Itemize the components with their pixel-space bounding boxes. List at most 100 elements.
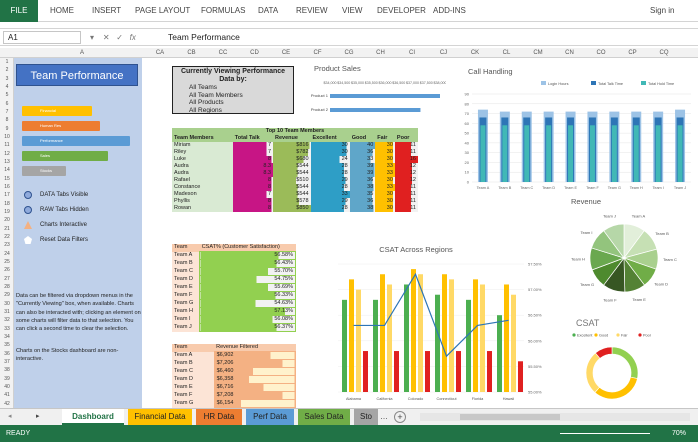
table-row[interactable]: Team B $7,206 [172, 359, 297, 368]
table-row[interactable]: Team C $6,460 [172, 367, 297, 376]
bar[interactable] [449, 279, 454, 392]
zoom-level[interactable]: 70% [672, 430, 687, 437]
table-row[interactable]: Madeson 7 $544 33 35 30 11 [172, 191, 418, 198]
bar[interactable] [373, 299, 378, 392]
bar[interactable] [589, 125, 595, 182]
column-header[interactable]: CQ [659, 50, 669, 56]
row-header[interactable]: 22 [4, 233, 10, 240]
bar[interactable] [425, 351, 430, 392]
nav-button-sales[interactable]: Sales [22, 151, 108, 161]
csat-donut-chart[interactable]: CSAT Excellent Good Fair Poor [554, 310, 684, 408]
column-header[interactable]: CE [281, 50, 291, 56]
nav-button-financial[interactable]: Financial [22, 106, 92, 116]
table-row[interactable]: Team D 54.75% [172, 275, 296, 284]
bar[interactable] [356, 289, 361, 392]
column-header[interactable]: CM [533, 50, 543, 56]
table-row[interactable]: Team F 56.33% [172, 291, 296, 300]
bar[interactable] [677, 125, 683, 182]
table-row[interactable]: Team E $6,716 [172, 383, 297, 392]
column-header[interactable]: CG [344, 50, 354, 56]
csat-regions-chart[interactable]: CSAT Across Regions 55.00% 55.50% 56.00% 56.… [318, 242, 554, 408]
ribbon-tab-review[interactable]: REVIEW [296, 6, 328, 15]
sign-in-link[interactable]: Sign in [650, 6, 675, 15]
column-header[interactable]: CB [187, 50, 196, 56]
row-header[interactable]: 1 [5, 59, 9, 65]
bar[interactable] [655, 125, 661, 182]
row-header[interactable]: 13 [4, 158, 10, 165]
table-row[interactable]: Team A 56.58% [172, 251, 296, 260]
table-row[interactable]: Miriam 7 $816 30 40 30 11 [172, 142, 418, 149]
row-header[interactable]: 40 [4, 383, 10, 390]
column-header[interactable]: CP [628, 50, 637, 56]
row-header[interactable]: 12 [4, 150, 10, 157]
row-header[interactable]: 39 [4, 375, 10, 382]
row-header[interactable]: 21 [4, 225, 10, 232]
row-header[interactable]: 3 [5, 75, 9, 82]
column-header[interactable]: CI [409, 50, 415, 56]
row-header[interactable]: 9 [5, 125, 9, 132]
row-header[interactable]: 35 [4, 342, 10, 349]
row-header[interactable]: 30 [4, 300, 10, 307]
scrollbar-thumb[interactable] [460, 414, 560, 420]
column-header[interactable]: A [79, 50, 84, 56]
row-header[interactable]: 7 [5, 108, 9, 115]
bar[interactable] [387, 284, 392, 392]
row-header[interactable]: 15 [4, 175, 10, 182]
row-header[interactable]: 31 [4, 308, 10, 315]
nav-button-performance[interactable]: Performance [22, 136, 130, 146]
column-header[interactable]: CD [250, 50, 259, 56]
column-header[interactable]: CN [565, 50, 574, 56]
row-header[interactable]: 20 [4, 217, 10, 224]
ribbon-tab-formulas[interactable]: FORMULAS [201, 6, 246, 15]
revenue-pie-chart[interactable]: Revenue Team A Team B Team C Team D Team E Tea… [554, 196, 684, 308]
column-header[interactable]: CH [376, 50, 385, 56]
insert-function-icon[interactable]: fx [129, 33, 136, 42]
bar[interactable] [487, 351, 492, 392]
row-header[interactable]: 14 [4, 167, 10, 174]
row-header[interactable]: 24 [4, 250, 10, 257]
column-header[interactable]: CC [218, 50, 228, 56]
table-row[interactable]: Riley 7 $782 30 36 30 11 [172, 149, 418, 156]
pie-slice[interactable] [603, 223, 625, 260]
table-row[interactable]: Team C 55.70% [172, 267, 296, 276]
bar[interactable] [497, 315, 502, 392]
bar[interactable] [511, 294, 516, 392]
scroll-right-icon[interactable]: ▸ [36, 413, 40, 420]
row-header[interactable]: 10 [4, 133, 10, 140]
row-header[interactable]: 25 [4, 258, 10, 265]
sheet-tab-sto[interactable]: Sto [354, 409, 378, 425]
row-header[interactable]: 18 [4, 200, 10, 207]
table-row[interactable]: Phyllis 8 $578 29 36 30 11 [172, 198, 418, 205]
column-header[interactable]: CK [470, 50, 480, 56]
table-row[interactable]: Luke 8 $680 24 33 30 16 [172, 156, 418, 163]
row-header[interactable]: 28 [4, 283, 10, 290]
bar[interactable] [330, 108, 421, 112]
table-row[interactable]: Constance 8 $544 28 38 33 11 [172, 184, 418, 191]
ribbon-tab-developer[interactable]: DEVELOPER [377, 6, 426, 15]
currently-viewing-box[interactable]: Currently Viewing Performance Data by: A… [172, 66, 294, 114]
sheet-tab-hr-data[interactable]: HR Data [196, 409, 242, 425]
ribbon-tab-view[interactable]: VIEW [342, 6, 363, 15]
viewing-item[interactable]: All Team Members [189, 91, 243, 99]
viewing-item[interactable]: All Products [189, 99, 224, 107]
table-row[interactable]: Team G 54.63% [172, 299, 296, 308]
trend-line[interactable] [353, 272, 509, 358]
ribbon-tab-data[interactable]: DATA [258, 6, 279, 15]
table-row[interactable]: Team F $7,208 [172, 391, 297, 400]
row-header[interactable]: 16 [4, 183, 10, 190]
bar[interactable] [480, 125, 486, 182]
row-header[interactable]: 5 [5, 92, 9, 99]
zoom-slider[interactable] [560, 433, 650, 434]
bar[interactable] [473, 279, 478, 392]
row-header[interactable]: 26 [4, 267, 10, 274]
ribbon-tab-page-layout[interactable]: PAGE LAYOUT [135, 6, 191, 15]
bar[interactable] [456, 351, 461, 392]
column-header[interactable]: CJ [439, 50, 448, 56]
donut-slice[interactable] [594, 376, 638, 400]
bar[interactable] [418, 274, 423, 392]
bar[interactable] [404, 284, 409, 392]
donut-slice[interactable] [594, 346, 613, 359]
row-header[interactable]: 41 [4, 392, 10, 399]
row-header[interactable]: 2 [5, 67, 9, 74]
bar[interactable] [349, 279, 354, 392]
